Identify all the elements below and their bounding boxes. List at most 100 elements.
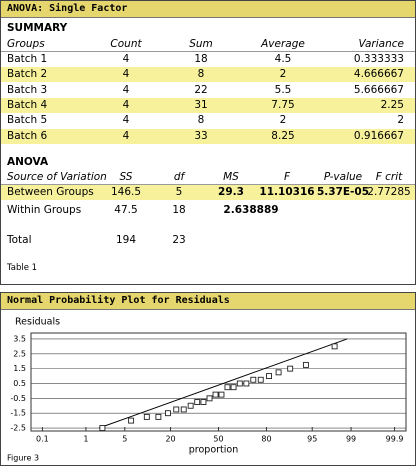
- y-tick-label: -1.5: [10, 409, 26, 418]
- point: [206, 395, 213, 402]
- cell: 5: [175, 186, 183, 198]
- cell: Within Groups: [7, 204, 82, 216]
- cell: 8: [197, 68, 205, 81]
- cell: 47.5: [114, 204, 138, 216]
- point: [230, 384, 237, 391]
- cell: Batch 3: [7, 83, 48, 96]
- cell: 4.666667: [353, 68, 404, 81]
- point: [99, 425, 106, 431]
- point: [164, 410, 171, 417]
- cell: 2.638889: [223, 204, 279, 216]
- cell: 4: [122, 53, 130, 65]
- cell: 146.5: [110, 186, 142, 198]
- cell: Batch 1: [7, 53, 48, 65]
- row-highlight: [1, 185, 415, 200]
- cell: 33: [194, 129, 208, 142]
- cell: 5.666667: [353, 83, 404, 96]
- column-header: df: [173, 171, 185, 183]
- point: [302, 361, 309, 368]
- cell: 7.75: [271, 98, 295, 111]
- cell: Batch 5: [7, 114, 48, 127]
- chart-title: Normal Probability Plot for Residuals: [1, 293, 415, 310]
- y-tick-label: 2.5: [13, 349, 26, 358]
- cell: 2: [397, 114, 404, 127]
- y-tick-label: -0.5: [10, 394, 26, 403]
- point: [200, 399, 207, 405]
- cell: 4: [122, 129, 130, 142]
- cell: 18: [194, 53, 208, 65]
- point: [266, 373, 273, 380]
- x-tick-label: 1: [83, 435, 88, 444]
- cell: 2: [279, 68, 287, 81]
- point: [212, 391, 219, 398]
- point: [155, 413, 162, 420]
- y-axis-label: Residuals: [15, 317, 60, 328]
- x-tick-label: 99.9: [386, 435, 404, 444]
- reference-line: [98, 338, 348, 429]
- cell: Batch 6: [7, 129, 48, 142]
- cell: 29.3: [218, 186, 244, 198]
- chart-panel: Normal Probability Plot for Residuals Re…: [0, 292, 416, 466]
- row-highlight: [1, 67, 415, 83]
- point: [243, 380, 250, 387]
- y-tick-label: 0.5: [13, 379, 26, 388]
- point: [128, 417, 135, 424]
- point: [218, 391, 225, 398]
- cell: 194: [115, 234, 137, 246]
- cell: 2.77285: [367, 186, 411, 198]
- cell: 5.37E-05: [316, 186, 370, 198]
- cell: 11.10316: [259, 186, 315, 198]
- x-tick-label: 0.1: [36, 435, 49, 444]
- row-highlight: [1, 97, 415, 113]
- column-header: Sum: [189, 38, 213, 50]
- rule: [1, 184, 415, 185]
- section-title: ANOVA: [7, 156, 49, 168]
- cell: 4: [122, 83, 130, 96]
- point: [180, 406, 187, 413]
- cell: 23: [172, 234, 186, 246]
- cell: 8.25: [271, 129, 295, 142]
- x-tick-label: 80: [261, 435, 271, 444]
- cell: 0.333333: [353, 53, 404, 65]
- cell: 0.916667: [353, 129, 404, 142]
- column-header: Average: [261, 38, 305, 50]
- caption: Table 1: [7, 263, 38, 273]
- column-header: P-value: [323, 171, 363, 183]
- cell: 4.5: [274, 53, 292, 65]
- point: [257, 376, 264, 383]
- y-tick-label: -2.5: [10, 424, 26, 433]
- column-header: Source of Variation: [7, 171, 107, 183]
- cell: 2.25: [380, 98, 404, 111]
- x-axis-label: proportion: [189, 445, 239, 456]
- cell: Total: [7, 234, 32, 246]
- point: [194, 399, 201, 405]
- cell: 8: [197, 114, 205, 127]
- x-tick-label: 99: [346, 435, 356, 444]
- cell: 18: [172, 204, 186, 216]
- panel-title: ANOVA: Single Factor: [1, 1, 415, 18]
- x-tick-label: 5: [122, 435, 127, 444]
- section-title: SUMMARY: [7, 22, 68, 34]
- point: [236, 380, 243, 387]
- cell: 22: [194, 83, 208, 96]
- cell: Batch 4: [7, 98, 48, 111]
- point: [143, 413, 150, 420]
- chart: Residuals 3.5 2.5 1.5 0.5 -0.5 -1.5 -2.5 0.1 1 5 20…: [7, 317, 407, 463]
- figure-caption: Figure 3: [7, 454, 39, 463]
- table-panel: ANOVA: Single Factor SUMMARY Groups Count S…: [0, 0, 416, 285]
- x-tick-label: 20: [165, 435, 175, 444]
- cell: 4: [122, 98, 130, 111]
- column-header: MS: [223, 171, 239, 183]
- cell: 2: [279, 114, 287, 127]
- point: [250, 376, 257, 383]
- cell: Between Groups: [7, 186, 94, 198]
- point: [331, 343, 338, 350]
- point: [287, 365, 294, 372]
- column-header: Count: [110, 38, 142, 50]
- point: [224, 384, 231, 391]
- cell: 31: [194, 98, 208, 111]
- x-tick-label: 95: [307, 435, 317, 444]
- cell: 4: [122, 114, 130, 127]
- plot-frame: [30, 332, 407, 432]
